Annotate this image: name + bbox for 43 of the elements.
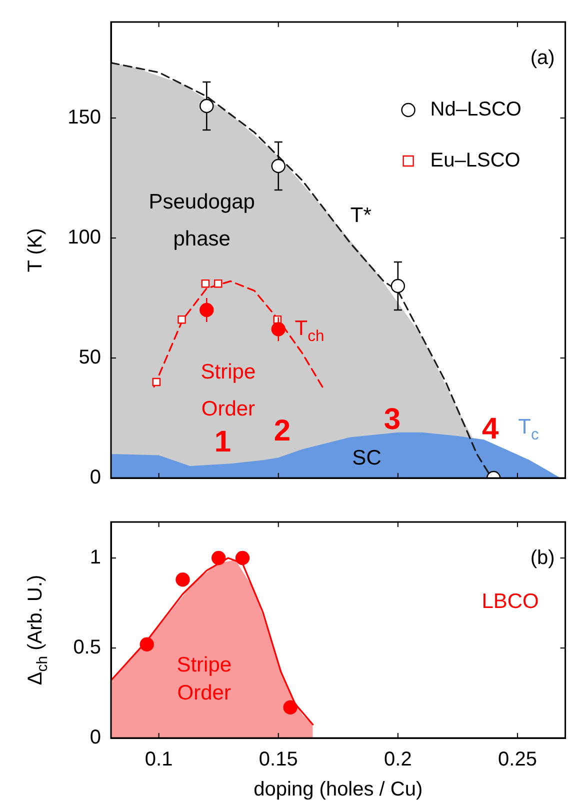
y-tick-label: 0 [90,726,101,749]
y-axis-title: T (K) [24,228,47,272]
point [140,637,154,652]
y-tick-label: 1 [90,546,101,569]
point [152,378,161,386]
x-axis-title: doping (holes / Cu) [254,778,423,801]
x-tick-label: 0.1 [144,748,173,771]
y-tick-label: 50 [78,346,101,369]
point [176,572,190,587]
point [200,98,214,114]
annotation: Pseudogap phase [148,190,255,251]
point [178,315,186,324]
annotation: (b) [530,547,555,570]
y-tick-label: 0 [90,466,101,489]
y-tick-label: 150 [68,106,101,129]
point [390,278,406,294]
y-tick-label: 0.5 [73,636,101,659]
legend-label: Eu–LSCO [430,150,520,172]
y-tick-label: 100 [68,226,101,249]
point [212,550,226,566]
y-axis-title: Δch (Arb. U.) [24,574,52,686]
legend-label: Nd–LSCO [430,98,522,121]
annotation: (a) [530,46,555,69]
annotation: 2 [274,414,291,448]
annotation: SC [352,446,382,470]
x-tick-label: 0.15 [258,748,298,771]
annotation: Stripe Order [200,360,256,421]
annotation: T* [350,204,372,228]
point [200,302,214,318]
point [201,279,210,288]
line-series [153,280,325,390]
point [271,158,286,174]
point [283,700,298,714]
annotation: 4 [482,412,499,446]
point [214,279,222,288]
text: LBCO [482,590,539,613]
point [271,322,286,336]
x-tick-label: 0.25 [498,748,537,771]
annotation: 3 [384,402,401,436]
point [235,550,250,566]
x-tick-label: 0.2 [384,748,412,771]
annotation: 1 [214,426,232,459]
annotation: Stripe Order [176,653,232,704]
